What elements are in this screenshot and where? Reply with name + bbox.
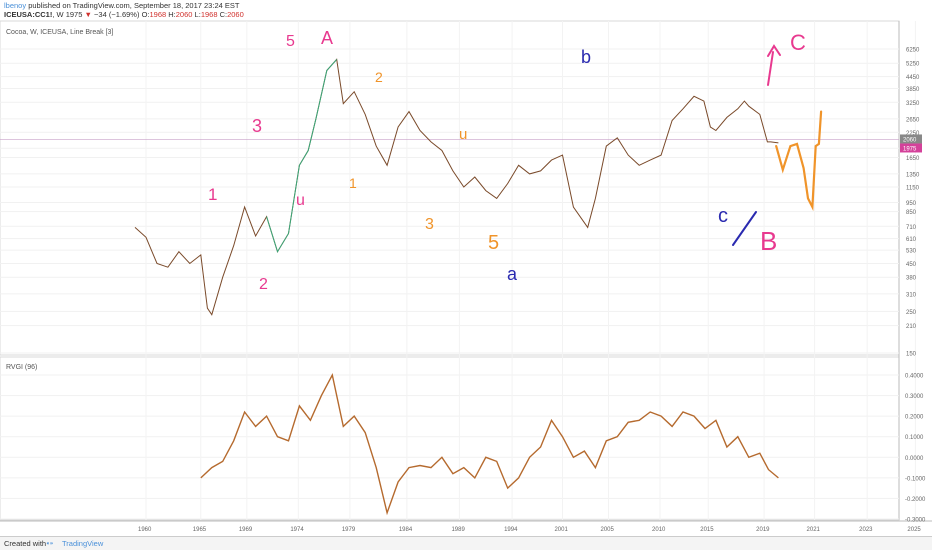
time-tick-label: 2015: [700, 527, 714, 533]
price-tick-label: 450: [906, 262, 917, 268]
time-tick-label: 2021: [807, 527, 821, 533]
annotation-label: u: [459, 126, 467, 143]
rvgi-tick-label: -0.3000: [905, 518, 926, 524]
close-value: 2060: [227, 10, 244, 19]
rvgi-tick-label: -0.2000: [905, 497, 926, 503]
time-tick-label: 2019: [756, 527, 770, 533]
annotation-label: C: [790, 30, 806, 55]
time-tick-label: 2010: [652, 527, 666, 533]
price-badge-last: 1975: [903, 146, 917, 152]
time-tick-label: 2005: [601, 527, 615, 533]
price-tick-label: 610: [906, 237, 917, 243]
annotation-label: 5: [286, 33, 295, 50]
price-tick-label: 4450: [906, 75, 920, 81]
rvgi-tick-label: 0.2000: [905, 415, 924, 421]
annotation-label: c: [718, 205, 728, 227]
price-line-uptrend: [266, 59, 338, 253]
annotation-label: 5: [488, 232, 499, 254]
price-tick-label: 1650: [906, 156, 920, 162]
interval-label: W: [56, 10, 64, 19]
price-tick-label: 1350: [906, 172, 920, 178]
price-tick-label: 5250: [906, 62, 920, 68]
annotation-label: a: [507, 264, 518, 284]
price-tick-label: 210: [906, 324, 917, 330]
price-badge-high-bg: [900, 134, 922, 144]
price-tick-label: 710: [906, 225, 917, 231]
price-tick-label: 2250: [906, 131, 920, 137]
open-label: O:: [141, 10, 150, 19]
price-tick-label: 3850: [906, 87, 920, 93]
time-tick-label: 1989: [451, 527, 465, 533]
change-value: −34 (−1.69%): [94, 10, 140, 19]
time-tick-label: 1974: [290, 527, 304, 533]
price-tick-label: 3250: [906, 101, 920, 107]
slash-mark: [732, 211, 757, 246]
time-tick-label: 1979: [342, 527, 356, 533]
rvgi-tick-label: 0.4000: [905, 374, 924, 380]
change-arrow-icon: ▼: [84, 10, 92, 19]
author-link[interactable]: lbenoy: [4, 1, 27, 10]
rvgi-tick-label: 0.3000: [905, 394, 924, 400]
publish-text: published on TradingView.com, September …: [28, 1, 240, 10]
annotation-label: 3: [252, 116, 262, 136]
footer-bar: Created with ⁌⁍ TradingView: [0, 536, 932, 550]
price-tick-label: 250: [906, 310, 917, 316]
rvgi-tick-label: 0.1000: [905, 435, 924, 441]
low-label: L:: [194, 10, 201, 19]
symbol-label: ICEUSA:CC1!: [4, 10, 53, 19]
time-tick-label: 1994: [504, 527, 518, 533]
price-tick-label: 6250: [906, 48, 920, 54]
price-tick-label: 1150: [906, 185, 920, 191]
time-tick-label: 2001: [554, 527, 568, 533]
projection-drawing: [775, 110, 823, 212]
annotation-label: A: [321, 28, 333, 48]
arrow-up-icon: [767, 44, 781, 86]
high-value: 2060: [175, 10, 193, 19]
publish-info: lbenoy published on TradingView.com, Sep…: [4, 1, 239, 10]
time-tick-label: 1960: [138, 527, 152, 533]
annotation-label: 1: [349, 175, 357, 191]
price-tick-label: 530: [906, 249, 917, 255]
annotation-label: 2: [375, 69, 383, 85]
time-tick-label: 1965: [193, 527, 207, 533]
price-line: [134, 58, 779, 316]
low-value: 1968: [200, 10, 218, 19]
price-tick-label: 310: [906, 292, 917, 298]
annotation-label: 1: [208, 185, 217, 204]
symbol-info: ICEUSA:CC1!, W 1975 ▼ −34 (−1.69%) O:196…: [4, 10, 244, 19]
time-tick-label: 1984: [399, 527, 413, 533]
price-tick-label: 850: [906, 210, 917, 216]
rvgi-line: [200, 372, 779, 516]
rvgi-tick-label: -0.1000: [905, 476, 926, 482]
chart-area[interactable]: 6250525044503850325026502250185016501350…: [0, 0, 932, 537]
close-label: C:: [219, 10, 228, 19]
price-tick-label: 380: [906, 276, 917, 282]
annotation-label: b: [581, 47, 591, 67]
annotation-label: 3: [425, 216, 434, 233]
tradingview-logo-icon[interactable]: ⁌⁍: [46, 539, 54, 548]
price-tick-label: 150: [906, 352, 917, 358]
rvgi-tick-label: 0.0000: [905, 456, 924, 462]
annotation-label: 2: [259, 276, 268, 293]
annotation-label: B: [760, 226, 777, 256]
price-tick-label: 2650: [906, 117, 920, 123]
created-with-text: Created with: [4, 539, 47, 548]
last-price: 1975: [65, 10, 83, 19]
main-legend: Cocoa, W, ICEUSA, Line Break [3]: [6, 29, 113, 36]
price-badge-last-bg: [900, 143, 922, 153]
tradingview-brand-link[interactable]: TradingView: [62, 539, 104, 548]
price-tick-label: 950: [906, 201, 917, 207]
price-badge-high: 2060: [903, 137, 917, 143]
annotation-label: u: [296, 192, 305, 209]
rvgi-legend: RVGI (96): [6, 364, 37, 371]
high-label: H:: [168, 10, 176, 19]
open-value: 1968: [149, 10, 167, 19]
time-tick-label: 2023: [859, 527, 873, 533]
time-tick-label: 1969: [239, 527, 253, 533]
time-tick-label: 2025: [907, 527, 921, 533]
